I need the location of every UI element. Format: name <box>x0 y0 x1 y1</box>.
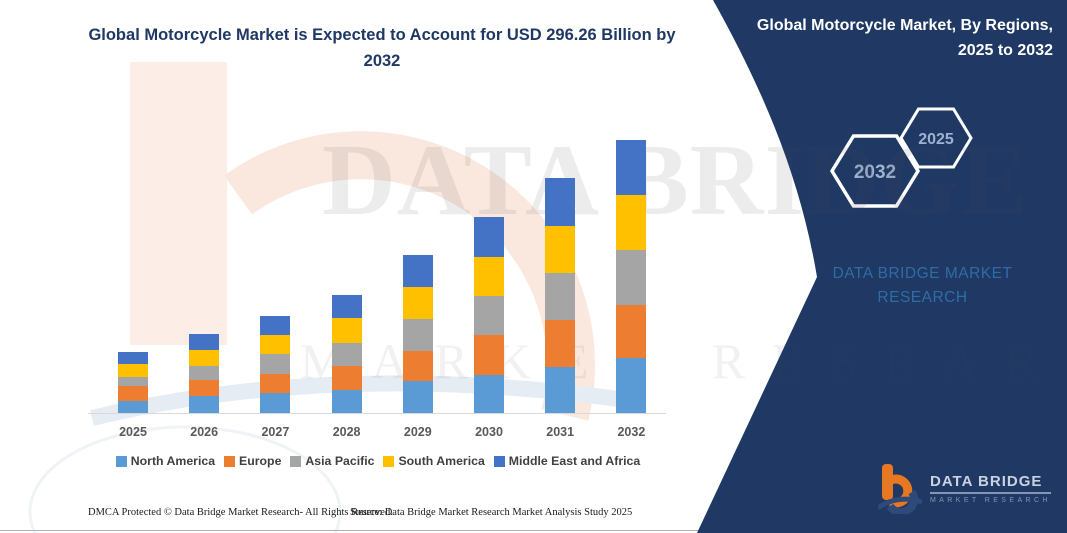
legend-item: South America <box>383 454 485 468</box>
bar-segment <box>402 255 433 288</box>
bar-segment <box>260 373 291 394</box>
bar-segment <box>616 304 647 358</box>
legend-swatch <box>493 455 505 467</box>
x-axis-label: 2027 <box>261 425 290 439</box>
bar-segment <box>331 342 362 366</box>
side-panel-title: Global Motorcycle Market, By Regions, 20… <box>735 14 1053 64</box>
bar-segment <box>545 178 576 226</box>
bar-segment <box>545 320 576 367</box>
x-axis-label: 2032 <box>617 425 646 439</box>
legend-item: Asia Pacific <box>290 454 374 468</box>
side-panel-title-line2: 2025 to 2032 <box>957 41 1053 59</box>
legend-item: Middle East and Africa <box>493 454 641 468</box>
bar-segment <box>616 250 647 305</box>
x-axis-label: 2025 <box>119 425 147 439</box>
legend-label: Middle East and Africa <box>508 454 641 468</box>
bar-segment <box>331 318 362 343</box>
hexagon-2032-label: 2032 <box>854 162 896 183</box>
bar-segment <box>402 287 433 319</box>
bar-segment <box>616 140 647 196</box>
legend: North America Europe Asia Pacific South Ame… <box>78 454 678 468</box>
bar-2025 <box>118 351 148 413</box>
bottom-border-line <box>0 530 1067 531</box>
watermark-text-databridge: DATA BRIDGE <box>322 124 1030 237</box>
bar-2031 <box>545 178 576 413</box>
bar-segment <box>474 335 504 375</box>
bar-2027 <box>260 315 291 413</box>
bar-segment <box>474 296 504 336</box>
chart-title: Global Motorcycle Market is Expected to … <box>88 26 676 71</box>
legend-item: North America <box>115 454 216 468</box>
hexagon-2025-label: 2025 <box>918 131 954 148</box>
bar-segment <box>616 195 647 251</box>
legend-label: Asia Pacific <box>305 454 375 468</box>
bar-segment <box>118 376 148 386</box>
brand-text-line1: DATA BRIDGE MARKET <box>832 265 1013 282</box>
bar-segment <box>189 333 220 350</box>
x-axis-label: 2028 <box>332 425 361 439</box>
watermark-logo-stem <box>130 62 227 345</box>
bar-segment <box>260 315 291 335</box>
bar-2026 <box>189 333 220 413</box>
company-logo: DATA BRIDGE MARKET RESEARCH <box>878 462 1051 514</box>
bar-segment <box>474 374 504 413</box>
bar-segment <box>189 365 220 380</box>
side-panel-brand-text: DATA BRIDGE MARKET RESEARCH <box>805 262 1040 310</box>
bar-segment <box>616 357 647 413</box>
side-panel-shape <box>697 0 1067 533</box>
bar-segment <box>331 389 362 413</box>
bar-segment <box>331 365 362 390</box>
bar-segment <box>545 225 576 274</box>
bar-segment <box>331 294 362 319</box>
x-axis-label: 2029 <box>403 425 432 439</box>
logo-name: DATA BRIDGE <box>930 473 1051 494</box>
x-axis-label: 2030 <box>475 425 503 439</box>
bar-segment <box>474 257 504 297</box>
x-axis-label: 2031 <box>546 425 575 439</box>
bar-segment <box>545 366 576 413</box>
footer-source: Source: Data Bridge Market Research Mark… <box>350 507 633 518</box>
x-axis-label: 2026 <box>190 425 219 439</box>
x-axis-line <box>88 413 666 414</box>
legend-label: South America <box>398 454 485 468</box>
bar-2032 <box>616 140 647 413</box>
bar-segment <box>118 400 148 413</box>
bar-segment <box>260 393 291 413</box>
bar-2029 <box>402 255 433 413</box>
bar-segment <box>118 363 148 377</box>
legend-swatch <box>115 455 127 467</box>
hexagon-2032 <box>829 134 921 208</box>
logo-text: DATA BRIDGE MARKET RESEARCH <box>930 473 1051 504</box>
bar-segment <box>402 318 433 351</box>
hexagon-2025 <box>899 107 973 169</box>
logo-b-icon <box>878 464 922 514</box>
bar-segment <box>260 334 291 354</box>
bar-segment <box>118 385 148 401</box>
bar-segment <box>545 273 576 321</box>
side-panel-title-line1: Global Motorcycle Market, By Regions, <box>756 17 1053 34</box>
bar-segment <box>260 353 291 374</box>
bar-segment <box>402 350 433 381</box>
legend-label: Europe <box>239 454 282 468</box>
legend-label: North America <box>130 454 216 468</box>
bar-segment <box>402 380 433 413</box>
bar-2030 <box>474 217 504 413</box>
legend-item: Europe <box>224 454 281 468</box>
legend-swatch <box>383 455 395 467</box>
bar-segment <box>118 351 148 364</box>
bar-segment <box>189 395 220 413</box>
bar-segment <box>474 217 504 258</box>
watermark-circle <box>28 425 342 533</box>
bar-segment <box>189 379 220 396</box>
legend-swatch <box>290 455 302 467</box>
brand-text-line2: RESEARCH <box>877 289 968 307</box>
legend-swatch <box>224 455 236 467</box>
bar-2028 <box>331 294 362 413</box>
bar-segment <box>189 349 220 366</box>
footer-copyright: DMCA Protected © Data Bridge Market Rese… <box>88 507 393 518</box>
logo-subtitle: MARKET RESEARCH <box>930 496 1051 504</box>
